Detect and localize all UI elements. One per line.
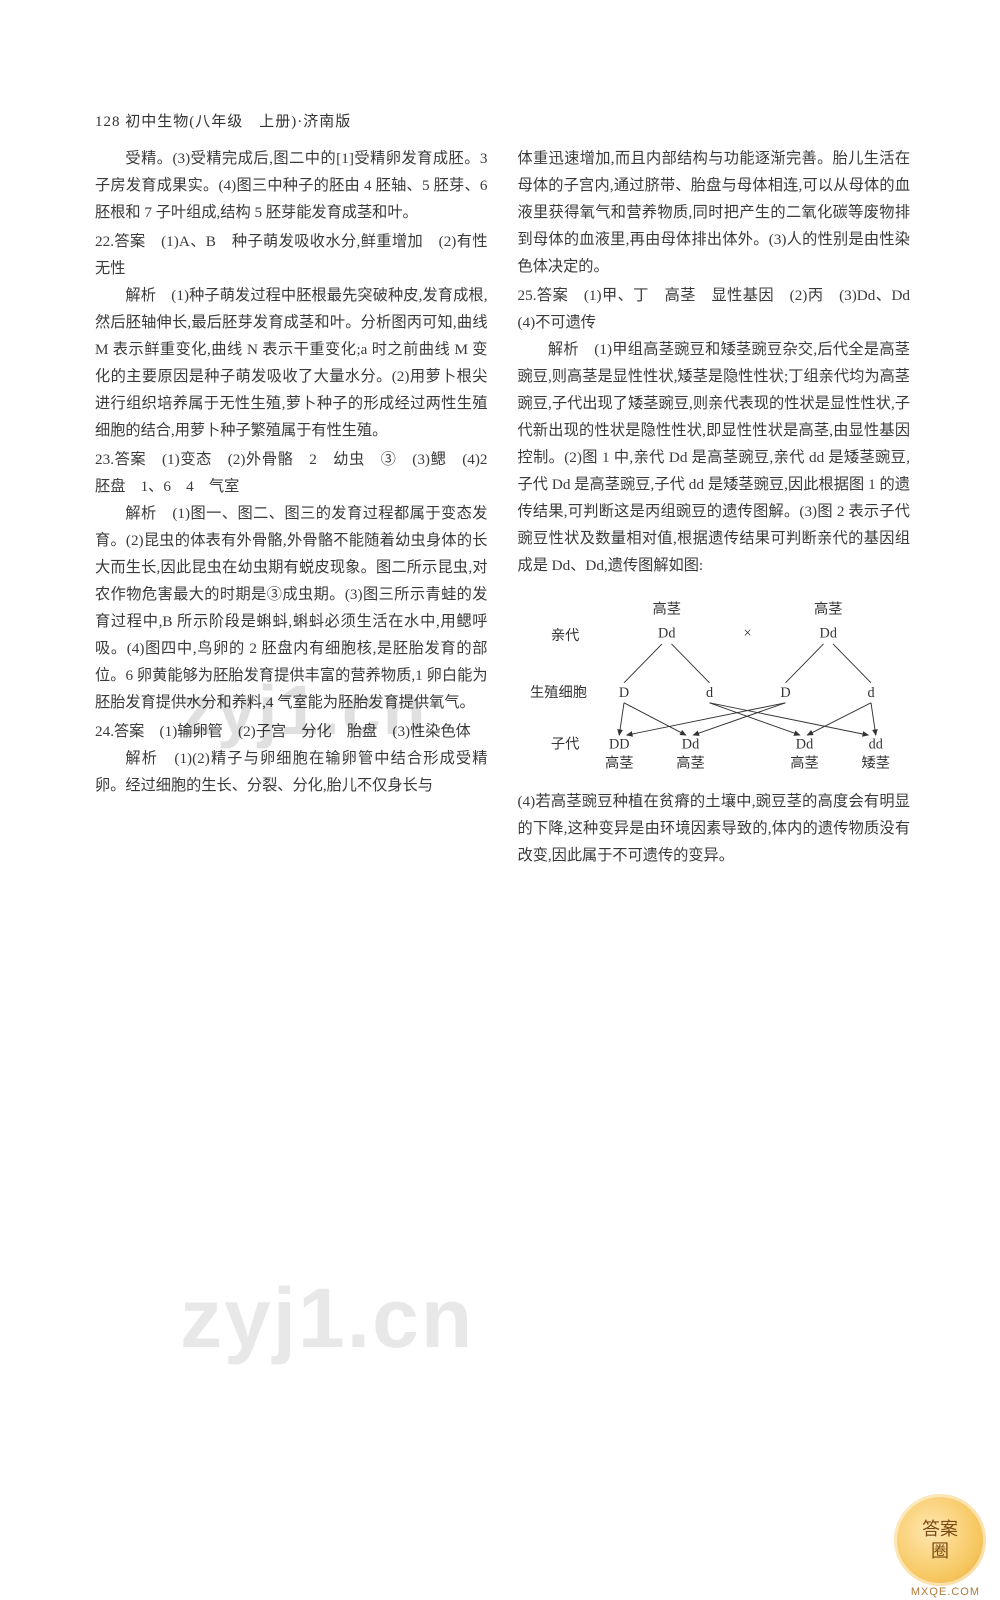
row-label-offspring: 子代: [550, 735, 579, 752]
q22-answer: 22.答案 (1)A、B 种子萌发吸收水分,鲜重增加 (2)有性 无性: [95, 228, 488, 282]
row-label-gamete: 生殖细胞: [529, 684, 586, 701]
answer-text: (1)A、B 种子萌发吸收水分,鲜重增加 (2)有性 无性: [95, 233, 503, 277]
explanation-text: (1)种子萌发过程中胚根最先突破种皮,发育成根,然后胚轴伸长,最后胚芽发育成茎和…: [95, 287, 488, 439]
answer-text: (1)变态 (2)外骨骼 2 幼虫 ③ (3)鳃 (4)2 胚盘 1、6 4 气…: [95, 451, 503, 495]
right-column: 体重迅速增加,而且内部结构与功能逐渐完善。胎儿生活在母体的子宫内,通过脐带、胎盘…: [518, 145, 911, 869]
offspring-genotype: dd: [868, 736, 882, 752]
offspring-trait: 高茎: [676, 754, 705, 771]
corner-text-1: 答案: [922, 1518, 958, 1540]
explanation-label: 解析: [125, 505, 156, 522]
corner-badge: 答案 圈: [894, 1494, 986, 1586]
q22-explanation: 解析 (1)种子萌发过程中胚根最先突破种皮,发育成根,然后胚轴伸长,最后胚芽发育…: [95, 282, 488, 444]
explanation-text: (1)图一、图二、图三的发育过程都属于变态发育。(2)昆虫的体表有外骨骼,外骨骼…: [95, 505, 488, 711]
q25-answer: 25.答案 (1)甲、丁 高茎 显性基因 (2)丙 (3)Dd、Dd (4)不可…: [518, 282, 911, 336]
q23-answer: 23.答案 (1)变态 (2)外骨骼 2 幼虫 ③ (3)鳃 (4)2 胚盘 1…: [95, 446, 488, 500]
offspring-trait: 高茎: [790, 754, 819, 771]
gamete: D: [780, 685, 790, 701]
page-header: 128 初中生物(八年级 上册)·济南版: [95, 110, 910, 131]
left-column: 受精。(3)受精完成后,图二中的[1]受精卵发育成胚。3 子房发育成果实。(4)…: [95, 145, 488, 869]
parent-trait-left: 高茎: [652, 601, 681, 618]
watermark: zyj1.cn: [180, 1270, 474, 1367]
offspring-genotype: Dd: [795, 736, 812, 752]
answer-label: 24.答案: [95, 723, 144, 740]
offspring-trait: 高茎: [604, 754, 633, 771]
parent-right: Dd: [819, 625, 836, 641]
answer-text: (1)甲、丁 高茎 显性基因 (2)丙 (3)Dd、Dd (4)不可遗传: [518, 287, 926, 331]
explanation-text: (1)甲组高茎豌豆和矮茎豌豆杂交,后代全是高茎豌豆,则高茎是显性性状,矮茎是隐性…: [518, 341, 911, 574]
q25-explanation: 解析 (1)甲组高茎豌豆和矮茎豌豆杂交,后代全是高茎豌豆,则高茎是显性性状,矮茎…: [518, 336, 911, 579]
parent-left: Dd: [658, 625, 675, 641]
two-column-layout: 受精。(3)受精完成后,图二中的[1]受精卵发育成胚。3 子房发育成果实。(4)…: [95, 145, 910, 869]
answer-label: 25.答案: [518, 287, 569, 304]
q25-after-diagram: (4)若高茎豌豆种植在贫瘠的土壤中,豌豆茎的高度会有明显的下降,这种变异是由环境…: [518, 788, 911, 869]
q23-explanation: 解析 (1)图一、图二、图三的发育过程都属于变态发育。(2)昆虫的体表有外骨骼,…: [95, 500, 488, 716]
q24-answer: 24.答案 (1)输卵管 (2)子宫 分化 胎盘 (3)性染色体: [95, 718, 488, 745]
offspring-trait: 矮茎: [861, 754, 890, 771]
corner-text-2: 圈: [931, 1540, 949, 1562]
gamete: d: [705, 685, 712, 701]
gamete: d: [867, 685, 874, 701]
genetics-diagram: 亲代 生殖细胞 子代 高茎 高茎 Dd × Dd: [518, 585, 911, 784]
answer-label: 22.答案: [95, 233, 146, 250]
answer-label: 23.答案: [95, 451, 146, 468]
continuation-paragraph: 体重迅速增加,而且内部结构与功能逐渐完善。胎儿生活在母体的子宫内,通过脐带、胎盘…: [518, 145, 911, 280]
continuation-paragraph: 受精。(3)受精完成后,图二中的[1]受精卵发育成胚。3 子房发育成果实。(4)…: [95, 145, 488, 226]
row-label-parent: 亲代: [550, 627, 579, 644]
offspring-genotype: Dd: [681, 736, 698, 752]
offspring-genotype: DD: [608, 736, 629, 752]
gamete: D: [618, 685, 628, 701]
explanation-label: 解析: [548, 341, 579, 358]
q24-explanation: 解析 (1)(2)精子与卵细胞在输卵管中结合形成受精卵。经过细胞的生长、分裂、分…: [95, 745, 488, 799]
corner-subtext: MXQE.COM: [911, 1586, 980, 1598]
explanation-label: 解析: [125, 287, 156, 304]
explanation-label: 解析: [125, 750, 158, 767]
parent-trait-right: 高茎: [813, 601, 842, 618]
cross-symbol: ×: [743, 625, 751, 641]
answer-text: (1)输卵管 (2)子宫 分化 胎盘 (3)性染色体: [144, 723, 471, 740]
